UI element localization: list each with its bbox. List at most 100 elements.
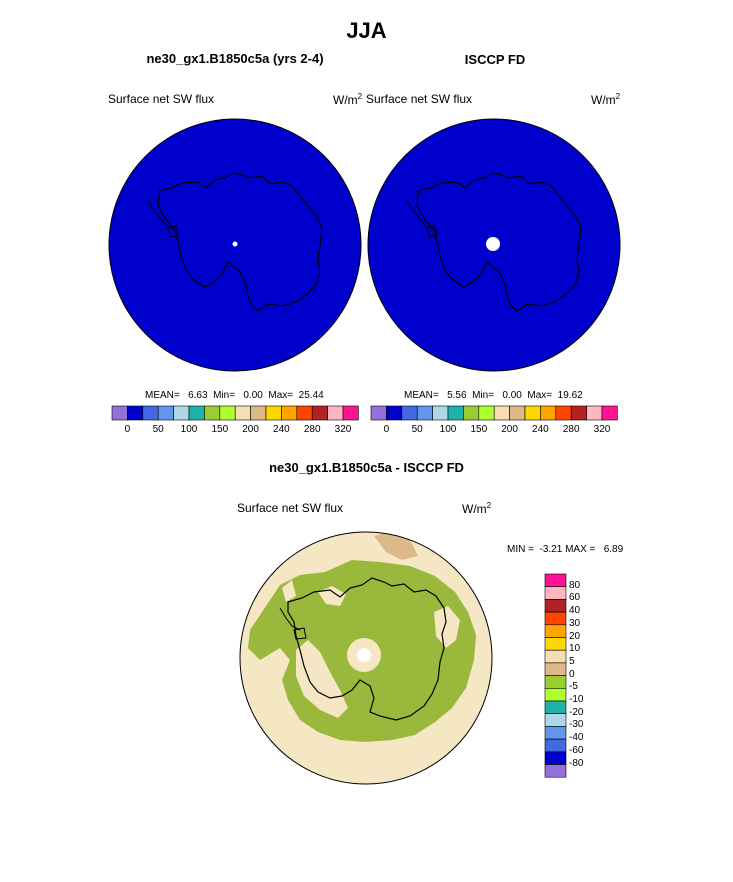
colorbar-label: -5: [569, 681, 578, 693]
colorbar-label: 0: [569, 668, 575, 680]
diff-peninsula: [279, 607, 301, 631]
colorbar-box: [327, 405, 344, 421]
colorbar-box: [142, 405, 159, 421]
colorbar-tick-label: 320: [593, 424, 611, 435]
colorbar-box: [493, 405, 510, 421]
colorbar-label: 5: [569, 655, 575, 667]
panel-right-var-label: Surface net SW flux: [366, 92, 473, 106]
colorbar-box: [544, 764, 567, 778]
colorbar-box: [265, 405, 282, 421]
panel-right-title: ISCCP FD: [464, 52, 526, 67]
panel-right-stats: MEAN= 5.56 Min= 0.00 Max= 19.62: [404, 390, 583, 401]
colorbar-label: -80: [569, 757, 584, 769]
diff-var-label: Surface net SW flux: [237, 501, 344, 515]
colorbar-tick-label: 150: [211, 424, 229, 435]
right-pole-hole: [486, 237, 500, 251]
units-exponent: 2: [615, 92, 621, 101]
colorbar-tick-label: 200: [242, 424, 259, 435]
colorbar-box: [188, 405, 205, 421]
colorbar-box: [509, 405, 526, 421]
colorbar-box: [544, 738, 567, 753]
colorbar-box: [432, 405, 449, 421]
panel-right-units: W/m2: [591, 92, 620, 107]
diff-units: W/m2: [462, 501, 491, 516]
colorbar-box: [544, 751, 567, 765]
colorbar-box: [370, 405, 387, 421]
colorbar-box: [219, 405, 236, 421]
colorbar-label: 10: [569, 643, 581, 655]
diff-title: ne30_gx1.B1850c5a - ISCCP FD: [269, 460, 464, 475]
colorbar-label: -10: [569, 694, 584, 705]
colorbar-box: [544, 573, 567, 587]
diff-pole-hole: [357, 648, 371, 662]
colorbar-box: [540, 405, 557, 421]
panel-left-title: ne30_gx1.B1850c5a (yrs 2-4): [146, 51, 324, 66]
colorbar-label: -40: [569, 732, 584, 744]
left-colorbar: [111, 405, 359, 421]
colorbar-label: -20: [569, 706, 584, 718]
units-exponent: 2: [486, 501, 492, 510]
colorbar-tick-label: 240: [532, 424, 549, 435]
colorbar-box: [234, 405, 251, 421]
colorbar-box: [127, 405, 144, 421]
diff-map-border: [239, 531, 493, 785]
colorbar-box: [204, 405, 221, 421]
diff-island-1: [293, 627, 307, 640]
diff-tan-patch-3: [434, 606, 460, 648]
colorbar-tick-label: 100: [180, 424, 198, 435]
colorbar-label: 80: [569, 579, 581, 591]
colorbar-tick-label: 320: [334, 424, 352, 435]
colorbar-box: [401, 405, 418, 421]
colorbar-box: [342, 405, 359, 421]
colorbar-label: 20: [569, 630, 581, 642]
colorbar-box: [544, 700, 567, 714]
colorbar-box: [570, 405, 587, 421]
colorbar-tick-label: 0: [383, 424, 390, 435]
diff-colorbar: [544, 573, 567, 778]
colorbar-tick-label: 150: [470, 424, 488, 435]
colorbar-box: [544, 599, 567, 613]
right-polar-map: [367, 118, 621, 372]
diff-antarctica-coastline: [287, 577, 447, 721]
colorbar-box: [544, 649, 567, 664]
colorbar-label: -30: [569, 719, 584, 731]
diff-tan-patch-4: [282, 580, 296, 602]
panel-left-units: W/m2: [333, 92, 362, 107]
colorbar-box: [111, 405, 128, 421]
colorbar-box: [296, 405, 313, 421]
diff-tan-patch-1: [296, 640, 348, 718]
right-island-1: [426, 225, 438, 238]
colorbar-box: [555, 405, 572, 421]
colorbar-box: [544, 675, 567, 689]
colorbar-box: [250, 405, 267, 421]
colorbar-box: [463, 405, 480, 421]
colorbar-tick-label: 280: [562, 424, 580, 435]
colorbar-box: [586, 405, 603, 421]
colorbar-box: [544, 611, 567, 626]
page-title: JJA: [346, 18, 387, 43]
colorbar-box: [478, 405, 495, 421]
colorbar-box: [544, 637, 567, 651]
colorbar-box: [416, 405, 433, 421]
colorbar-tick-label: 280: [303, 424, 321, 435]
right-colorbar: [370, 405, 618, 421]
left-pole-hole: [232, 241, 238, 247]
colorbar-box: [173, 405, 190, 421]
colorbar-tick-label: 100: [439, 424, 457, 435]
right-antarctica-coastline: [416, 172, 582, 312]
colorbar-tick-label: 240: [273, 424, 290, 435]
units-text: W/m: [333, 93, 358, 107]
diff-brown-patch: [374, 532, 418, 560]
colorbar-box: [544, 662, 567, 676]
colorbar-box: [447, 405, 464, 421]
colorbar-box: [601, 405, 618, 421]
panel-left-var-label: Surface net SW flux: [108, 92, 215, 106]
colorbar-label: 40: [569, 605, 581, 617]
colorbar-box: [544, 713, 567, 727]
left-antarctica-coastline: [157, 172, 323, 312]
colorbar-tick-label: 50: [411, 424, 423, 435]
left-peninsula: [147, 199, 176, 231]
left-polar-map: [108, 118, 362, 372]
diff-minmax: MIN = -3.21 MAX = 6.89: [507, 544, 624, 555]
